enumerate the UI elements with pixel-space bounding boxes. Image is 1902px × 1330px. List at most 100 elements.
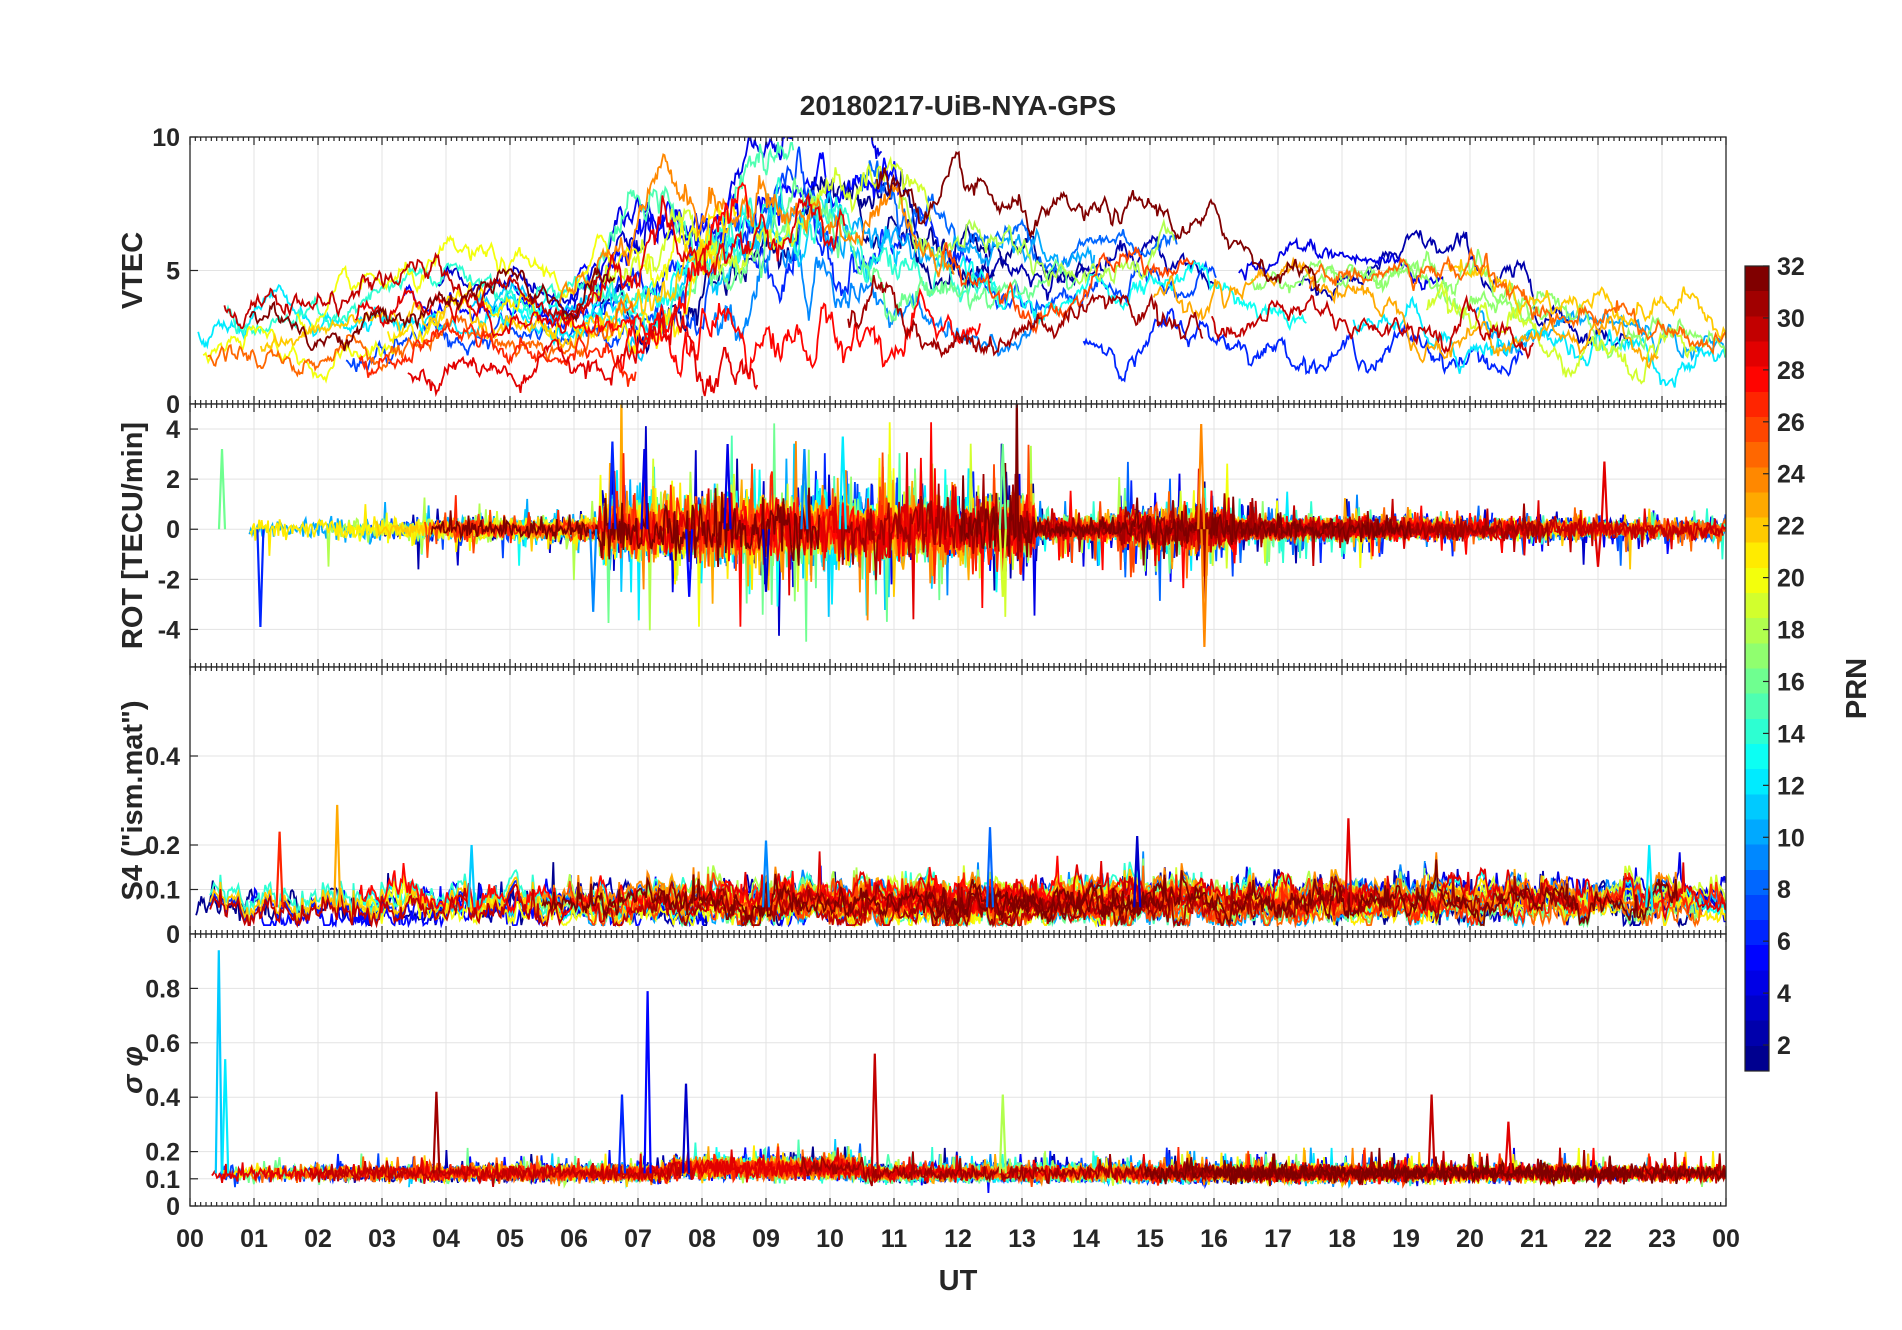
x-tick-label: 02 [304,1225,332,1253]
series-line-prn-23 [1152,256,1659,370]
spike-prn-23 [333,804,342,908]
colorbar-tick-label: 6 [1777,928,1791,956]
spike-prn-3 [761,529,771,592]
y-axis-label: σ φ [117,1046,149,1094]
x-tick-label: 14 [1072,1225,1100,1253]
series-line-prn-17 [1312,248,1552,324]
x-tick-label: 06 [560,1225,588,1253]
y-axis-label: VTEC [117,232,149,309]
colorbar-tick-label: 32 [1777,253,1805,281]
y-tick-label: 0.1 [145,877,180,905]
series-line-prn-19 [1425,280,1698,385]
x-tick-label: 19 [1392,1225,1420,1253]
x-tick-label: 11 [881,1225,908,1253]
spike-prn-6 [617,1094,627,1174]
series-line-prn-32 [927,859,1678,927]
series-line-prn-30 [309,1160,694,1188]
x-axis-label: UT [939,1265,978,1297]
spike-prn-24 [1197,424,1206,530]
panel-0: 0 5 10 VTEC [117,124,1727,419]
colorbar-scale [1744,265,1770,1072]
series-line-prn-14 [225,262,655,337]
x-tick-label: 22 [1584,1225,1612,1253]
series-line-prn-31 [647,879,1083,928]
y-tick-label: 0 [166,921,180,949]
y-axis-label: ROT [TECU/min] [117,422,149,649]
spike-prn-11 [467,844,476,908]
y-tick-label: 0.4 [145,743,180,771]
y-tick-label: 0.4 [145,1084,180,1112]
panel-2: 0 0.1 0.2 0.4S4 ("ism.mat") [117,666,1727,949]
spike-prn-4 [640,449,649,530]
x-tick-label: 00 [176,1225,204,1253]
series-line-prn-2 [956,234,1215,301]
x-tick-label: 01 [240,1225,268,1253]
x-tick-label: 12 [944,1225,972,1253]
colorbar-tick-label: 30 [1777,305,1805,333]
x-tick-label: 15 [1136,1225,1164,1253]
y-tick-label: 0.2 [145,832,180,860]
series-line-prn-24 [558,153,955,304]
series-line-prn-26 [941,242,1195,335]
y-tick-label: -2 [158,566,180,594]
spike-prn-24 [1200,529,1209,647]
spike-prn-16 [217,449,227,530]
series-line-prn-13 [957,254,1307,332]
series-line-prn-28 [619,287,981,380]
y-tick-label: -4 [158,616,180,644]
spike-prn-30 [1427,1094,1436,1174]
series-line-prn-31 [847,274,1204,359]
x-tick-label: 05 [496,1225,524,1253]
spike-prn-29 [1504,1121,1513,1174]
series-line-prn-22 [209,876,567,924]
x-tick-label: 09 [752,1225,780,1253]
x-tick-label: 03 [368,1225,396,1253]
colorbar-tick-label: 16 [1777,668,1805,696]
colorbar-tick-label: 24 [1777,461,1805,489]
series-line-prn-22 [259,226,729,354]
series-line-prn-32 [248,266,616,352]
y-tick-label: 10 [152,124,180,152]
y-tick-label: 0 [166,391,180,419]
spike-prn-5 [685,529,694,597]
spike-prn-16 [998,444,1007,530]
y-tick-label: 0 [166,516,180,544]
spike-prn-4 [723,444,732,530]
spike-prn-9 [761,840,771,908]
series-line-prn-30 [223,251,601,330]
series-line-prn-30 [1236,500,1724,567]
colorbar-tick-label: 20 [1777,565,1805,593]
colorbar-tick-label: 14 [1777,720,1805,748]
x-tick-label: 10 [816,1225,844,1253]
series-line-prn-20 [202,324,399,384]
spike-prn-3 [681,1083,691,1174]
series-line-prn-9 [713,235,1041,358]
series-line-prn-29 [407,304,759,398]
spike-prn-5 [643,991,652,1174]
spike-prn-12 [1645,844,1654,908]
colorbar-tick-label: 4 [1777,980,1791,1008]
spike-prn-12 [838,436,847,530]
spike-prn-31 [432,1091,441,1174]
spike-prn-6 [608,441,617,530]
panel-1: -4 -2 0 2 4 ROT [TECU/min] [117,403,1727,668]
spike-prn-8 [985,827,995,908]
colorbar-tick-label: 28 [1777,357,1805,385]
colorbar-tick-label: 26 [1777,409,1805,437]
y-tick-label: 0.1 [145,1166,180,1194]
x-tick-label: 00 [1712,1225,1740,1253]
y-tick-label: 0.6 [145,1030,180,1058]
series-line-prn-12 [1352,295,1726,388]
series-line-prn-21 [1316,873,1726,927]
x-tick-label: 16 [1200,1225,1228,1253]
spike-prn-27 [275,831,284,908]
series-group [217,404,1726,647]
colorbar-tick-label: 12 [1777,772,1805,800]
y-tick-label: 0 [166,1193,180,1221]
y-tick-label: 0.8 [145,975,180,1003]
series-line-prn-30 [209,883,567,929]
x-tick-label: 20 [1456,1225,1484,1253]
colorbar-tick-label: 8 [1777,876,1791,904]
series-line-prn-31 [799,1151,1431,1187]
